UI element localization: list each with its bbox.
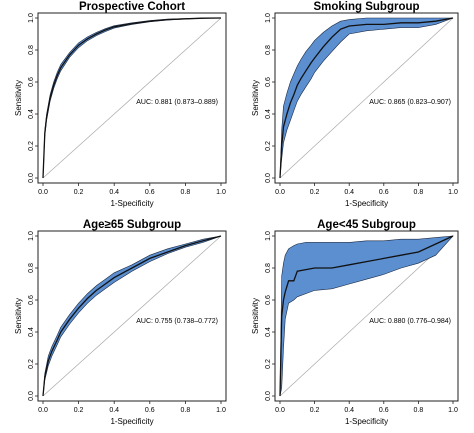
plot-frame	[274, 230, 459, 402]
x-tick-label: 1.0	[448, 189, 458, 196]
roc-panel-2: Smoking Subgroup 0.0 0.2 0.4 0.6 0.8 1.0 0.0 0.2…	[251, 1, 459, 208]
auc-annotation: AUC: 0.865 (0.823–0.907)	[369, 99, 451, 106]
roc-curve	[42, 17, 222, 179]
y-tick-label: 0.8	[28, 45, 35, 55]
y-tick-label: 1.0	[265, 13, 272, 23]
roc-panel-1: Prospective Cohort 0.0 0.2 0.4 0.6 0.8 1.0 0.0 0…	[14, 1, 227, 208]
x-tick-label: 0.0	[275, 189, 285, 196]
roc-curve	[42, 235, 222, 397]
x-tick-label: 0.6	[379, 407, 389, 414]
y-tick-label: 0.0	[28, 173, 35, 183]
reference-line	[42, 17, 222, 179]
x-tick-label: 0.6	[379, 189, 389, 196]
x-tick-label: 0.2	[74, 189, 84, 196]
auc-annotation: AUC: 0.755 (0.738–0.772)	[136, 318, 218, 325]
y-tick-label: 0.0	[265, 391, 272, 401]
chart-title: Age≥65 Subgroup	[83, 219, 181, 231]
y-tick-label: 0.2	[28, 141, 35, 151]
y-tick-label: 0.4	[265, 327, 272, 337]
chart-title: Prospective Cohort	[79, 1, 185, 13]
y-tick-label: 0.4	[265, 109, 272, 119]
x-tick-label: 0.4	[109, 407, 119, 414]
y-tick-label: 0.6	[265, 295, 272, 305]
y-tick-label: 0.6	[28, 77, 35, 87]
y-tick-label: 0.4	[28, 327, 35, 337]
y-tick-label: 0.2	[265, 141, 272, 151]
y-axis-label: Sensitivity	[14, 80, 23, 116]
x-axis-label: 1-Specificity	[345, 417, 388, 426]
y-tick-label: 1.0	[28, 231, 35, 241]
auc-annotation: AUC: 0.880 (0.776–0.984)	[369, 318, 451, 325]
y-tick-label: 0.4	[28, 109, 35, 119]
x-tick-label: 0.0	[38, 189, 48, 196]
chart-title: Smoking Subgroup	[313, 1, 419, 13]
x-tick-label: 0.4	[109, 189, 119, 196]
y-tick-label: 0.8	[265, 263, 272, 273]
x-tick-label: 0.8	[414, 189, 424, 196]
x-tick-label: 0.4	[344, 407, 354, 414]
y-tick-label: 0.6	[28, 295, 35, 305]
reference-line	[279, 17, 454, 179]
chart-title: Age<45 Subgroup	[317, 219, 416, 231]
reference-line	[279, 235, 454, 397]
roc-curve	[279, 235, 454, 397]
y-axis-label: Sensitivity	[14, 298, 23, 334]
x-tick-label: 0.6	[145, 189, 155, 196]
y-tick-label: 1.0	[265, 231, 272, 241]
y-tick-label: 0.2	[265, 359, 272, 369]
x-tick-label: 1.0	[216, 189, 226, 196]
x-tick-label: 0.0	[38, 407, 48, 414]
y-tick-label: 0.2	[28, 359, 35, 369]
x-axis-label: 1-Specificity	[345, 199, 388, 208]
x-tick-label: 0.6	[145, 407, 155, 414]
x-tick-label: 1.0	[448, 407, 458, 414]
y-tick-label: 1.0	[28, 13, 35, 23]
x-tick-label: 0.8	[181, 407, 191, 414]
y-axis-label: Sensitivity	[251, 80, 260, 116]
auc-annotation: AUC: 0.881 (0.873–0.889)	[136, 99, 218, 106]
reference-line	[42, 235, 222, 397]
x-tick-label: 0.2	[74, 407, 84, 414]
x-axis-label: 1-Specificity	[110, 417, 153, 426]
y-tick-label: 0.8	[265, 45, 272, 55]
plot-frame	[274, 12, 459, 184]
roc-panel-4: Age<45 Subgroup 0.0 0.2 0.4 0.6 0.8 1.0 0.0 0.2 0…	[251, 219, 459, 426]
x-tick-label: 0.2	[310, 407, 320, 414]
x-tick-label: 0.0	[275, 407, 285, 414]
x-tick-label: 0.4	[344, 189, 354, 196]
y-tick-label: 0.6	[265, 77, 272, 87]
y-tick-label: 0.8	[28, 263, 35, 273]
x-tick-label: 0.8	[414, 407, 424, 414]
plot-frame	[37, 230, 227, 402]
x-tick-label: 1.0	[216, 407, 226, 414]
x-tick-label: 0.8	[181, 189, 191, 196]
roc-curve	[279, 17, 454, 179]
roc-panel-3: Age≥65 Subgroup 0.0 0.2 0.4 0.6 0.8 1.0 0.0 0.2 0…	[14, 219, 227, 426]
x-tick-label: 0.2	[310, 189, 320, 196]
plot-frame	[37, 12, 227, 184]
y-tick-label: 0.0	[28, 391, 35, 401]
y-tick-label: 0.0	[265, 173, 272, 183]
x-axis-label: 1-Specificity	[110, 199, 153, 208]
y-axis-label: Sensitivity	[251, 298, 260, 334]
